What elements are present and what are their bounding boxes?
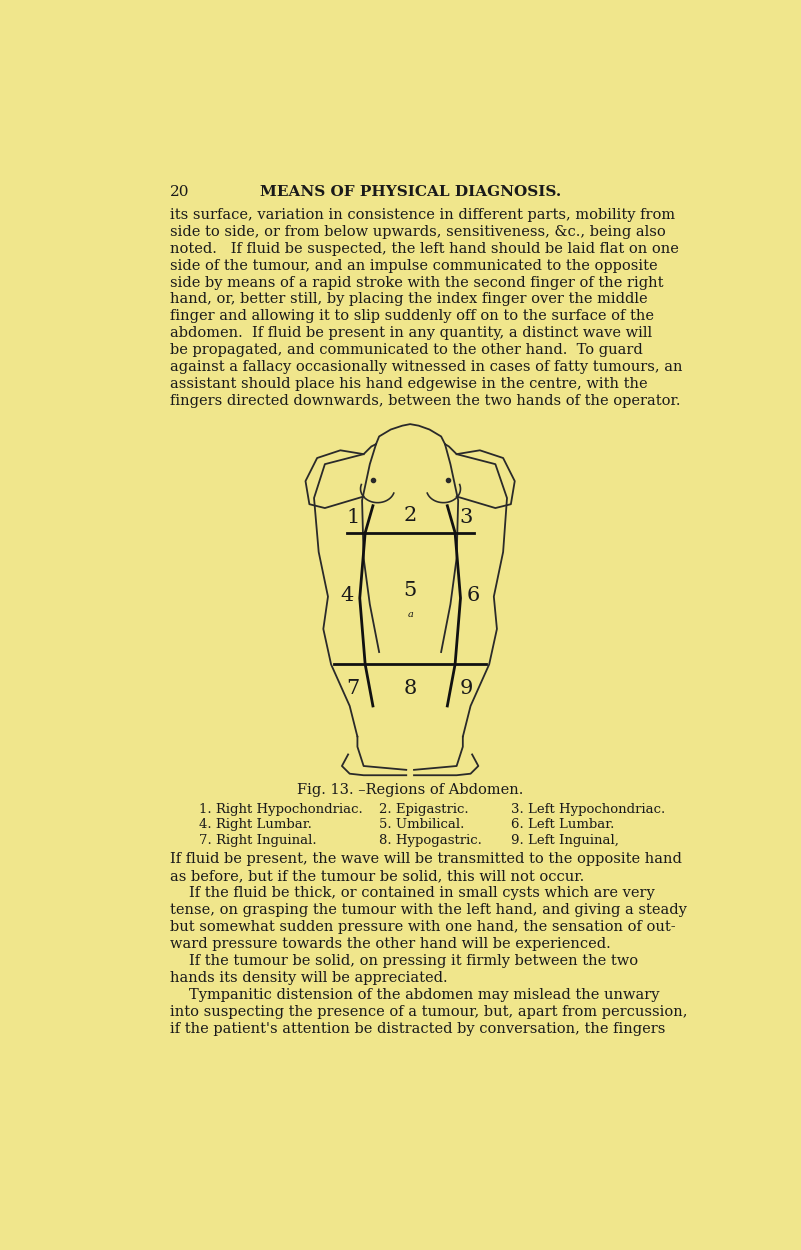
Text: 8: 8 <box>404 680 417 699</box>
Text: 20: 20 <box>170 185 189 199</box>
Text: 2. Epigastric.: 2. Epigastric. <box>379 802 469 816</box>
Text: noted.   If fluid be suspected, the left hand should be laid flat on one: noted. If fluid be suspected, the left h… <box>170 241 678 256</box>
Text: 1: 1 <box>346 508 360 526</box>
Text: ward pressure towards the other hand will be experienced.: ward pressure towards the other hand wil… <box>170 938 610 951</box>
Text: if the patient's attention be distracted by conversation, the fingers: if the patient's attention be distracted… <box>170 1021 666 1036</box>
Text: 2: 2 <box>404 506 417 525</box>
Text: MEANS OF PHYSICAL DIAGNOSIS.: MEANS OF PHYSICAL DIAGNOSIS. <box>260 185 561 199</box>
Text: tense, on grasping the tumour with the left hand, and giving a steady: tense, on grasping the tumour with the l… <box>170 902 686 918</box>
Text: its surface, variation in consistence in different parts, mobility from: its surface, variation in consistence in… <box>170 208 675 221</box>
Text: 1. Right Hypochondriac.: 1. Right Hypochondriac. <box>199 802 363 816</box>
Text: assistant should place his hand edgewise in the centre, with the: assistant should place his hand edgewise… <box>170 378 647 391</box>
Text: Fig. 13. –Regions of Abdomen.: Fig. 13. –Regions of Abdomen. <box>297 782 523 798</box>
Text: If fluid be present, the wave will be transmitted to the opposite hand: If fluid be present, the wave will be tr… <box>170 853 682 866</box>
Text: hand, or, better still, by placing the index finger over the middle: hand, or, better still, by placing the i… <box>170 292 647 306</box>
Text: 4: 4 <box>340 585 353 605</box>
Text: 6. Left Lumbar.: 6. Left Lumbar. <box>511 819 614 831</box>
Text: a: a <box>407 610 413 619</box>
Text: into suspecting the presence of a tumour, but, apart from percussion,: into suspecting the presence of a tumour… <box>170 1005 687 1019</box>
Text: 4. Right Lumbar.: 4. Right Lumbar. <box>199 819 312 831</box>
Text: against a fallacy occasionally witnessed in cases of fatty tumours, an: against a fallacy occasionally witnessed… <box>170 360 682 374</box>
Text: finger and allowing it to slip suddenly off on to the surface of the: finger and allowing it to slip suddenly … <box>170 310 654 324</box>
Text: Tympanitic distension of the abdomen may mislead the unwary: Tympanitic distension of the abdomen may… <box>189 988 660 1001</box>
Text: side by means of a rapid stroke with the second finger of the right: side by means of a rapid stroke with the… <box>170 275 663 290</box>
Text: If the tumour be solid, on pressing it firmly between the two: If the tumour be solid, on pressing it f… <box>189 954 638 968</box>
Text: 5. Umbilical.: 5. Umbilical. <box>379 819 465 831</box>
Text: 7. Right Inguinal.: 7. Right Inguinal. <box>199 834 317 846</box>
Text: hands its density will be appreciated.: hands its density will be appreciated. <box>170 971 448 985</box>
Text: 7: 7 <box>346 680 360 699</box>
Text: 3. Left Hypochondriac.: 3. Left Hypochondriac. <box>511 802 665 816</box>
Text: but somewhat sudden pressure with one hand, the sensation of out-: but somewhat sudden pressure with one ha… <box>170 920 675 934</box>
Text: 6: 6 <box>467 585 481 605</box>
Text: 8. Hypogastric.: 8. Hypogastric. <box>379 834 482 846</box>
Text: 5: 5 <box>404 581 417 600</box>
Text: abdomen.  If fluid be present in any quantity, a distinct wave will: abdomen. If fluid be present in any quan… <box>170 326 652 340</box>
Text: side of the tumour, and an impulse communicated to the opposite: side of the tumour, and an impulse commu… <box>170 259 658 272</box>
Text: as before, but if the tumour be solid, this will not occur.: as before, but if the tumour be solid, t… <box>170 869 584 884</box>
Text: be propagated, and communicated to the other hand.  To guard: be propagated, and communicated to the o… <box>170 344 642 357</box>
Text: 3: 3 <box>459 508 473 526</box>
Text: side to side, or from below upwards, sensitiveness, &c., being also: side to side, or from below upwards, sen… <box>170 225 666 239</box>
Text: If the fluid be thick, or contained in small cysts which are very: If the fluid be thick, or contained in s… <box>189 886 655 900</box>
Text: 9: 9 <box>459 680 473 699</box>
Text: 9. Left Inguinal,: 9. Left Inguinal, <box>511 834 618 846</box>
Text: fingers directed downwards, between the two hands of the operator.: fingers directed downwards, between the … <box>170 394 680 408</box>
